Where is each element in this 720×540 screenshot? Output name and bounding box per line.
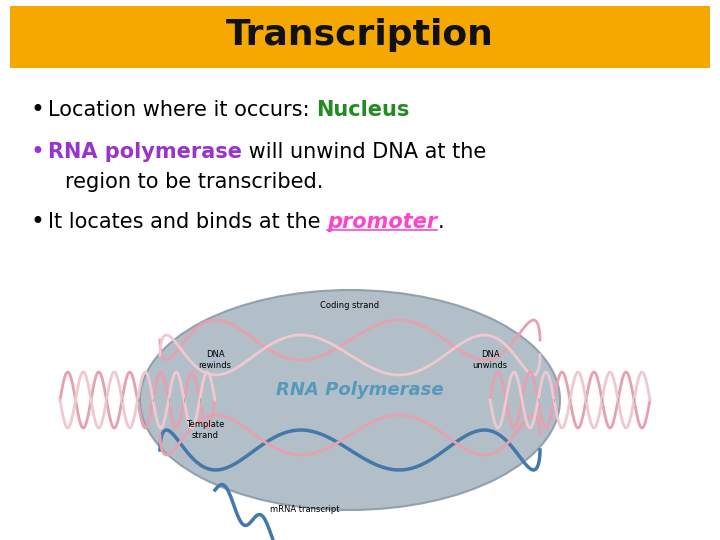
Text: Location where it occurs:: Location where it occurs: bbox=[48, 100, 316, 120]
Text: region to be transcribed.: region to be transcribed. bbox=[65, 172, 323, 192]
Text: mRNA transcript: mRNA transcript bbox=[270, 505, 340, 515]
Text: Nucleus: Nucleus bbox=[316, 100, 410, 120]
Ellipse shape bbox=[140, 290, 560, 510]
Text: promoter: promoter bbox=[327, 212, 437, 232]
Text: •: • bbox=[30, 210, 44, 234]
Text: RNA polymerase: RNA polymerase bbox=[48, 142, 242, 162]
Text: •: • bbox=[30, 98, 44, 122]
Text: will unwind DNA at the: will unwind DNA at the bbox=[242, 142, 486, 162]
Text: •: • bbox=[30, 140, 44, 164]
FancyBboxPatch shape bbox=[10, 6, 710, 68]
Text: DNA
rewinds: DNA rewinds bbox=[199, 350, 232, 370]
Text: It locates and binds at the: It locates and binds at the bbox=[48, 212, 327, 232]
Text: RNA Polymerase: RNA Polymerase bbox=[276, 381, 444, 399]
Text: Coding strand: Coding strand bbox=[320, 300, 379, 309]
Text: .: . bbox=[437, 212, 444, 232]
Text: DNA
unwinds: DNA unwinds bbox=[472, 350, 508, 370]
Text: Template
strand: Template strand bbox=[186, 420, 224, 440]
Text: Transcription: Transcription bbox=[226, 18, 494, 52]
